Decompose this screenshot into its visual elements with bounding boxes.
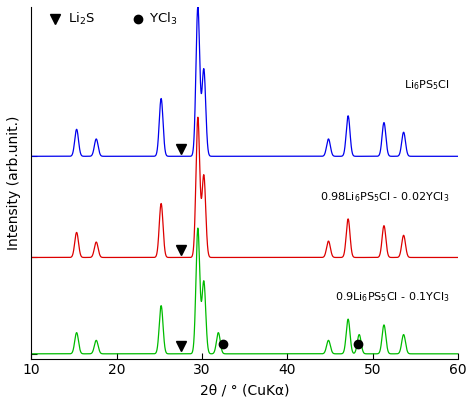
Text: 0.9Li$_6$PS$_5$Cl - 0.1YCl$_3$: 0.9Li$_6$PS$_5$Cl - 0.1YCl$_3$ — [335, 290, 450, 304]
X-axis label: 2θ / ° (CuKα): 2θ / ° (CuKα) — [200, 383, 290, 397]
Y-axis label: Intensity (arb.unit.): Intensity (arb.unit.) — [7, 116, 21, 250]
Text: Li$_6$PS$_5$Cl: Li$_6$PS$_5$Cl — [404, 78, 450, 92]
Text: YCl$_3$: YCl$_3$ — [149, 11, 177, 27]
Text: 0.98Li$_6$PS$_5$Cl - 0.02YCl$_3$: 0.98Li$_6$PS$_5$Cl - 0.02YCl$_3$ — [320, 191, 450, 204]
Text: Li$_2$S: Li$_2$S — [68, 11, 95, 27]
